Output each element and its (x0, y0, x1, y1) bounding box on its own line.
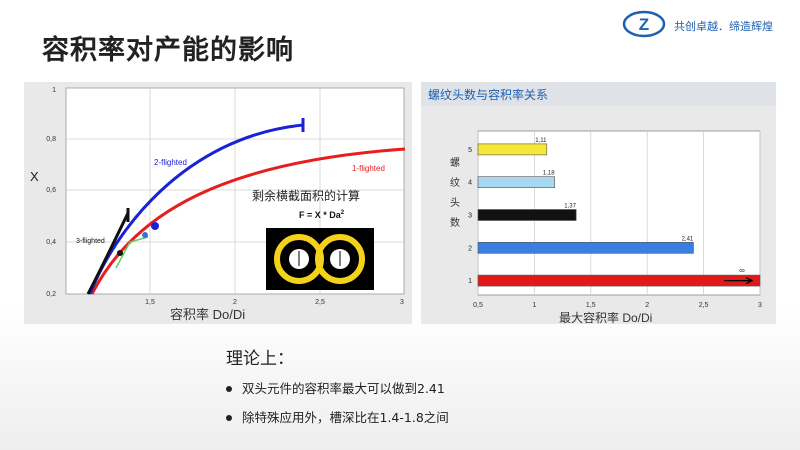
bar (477, 176, 556, 188)
label-2-flighted: 2-flighted (154, 158, 187, 167)
bar-value-label: 1,11 (535, 138, 547, 144)
theory-bullet-text: 除特殊应用外，槽深比在1.4-1.8之间 (242, 410, 449, 425)
bar (477, 274, 761, 287)
x-tick-label: 2,5 (699, 302, 709, 309)
y-tick-label: 1 (52, 87, 56, 94)
bullet-dot (226, 385, 232, 392)
bar-chart-x-axis-label: 最大容积率 Do/Di (559, 310, 652, 324)
slide-title: 容积率对产能的影响 (42, 35, 294, 66)
theory-bullet: 除特殊应用外，槽深比在1.4-1.8之间 (226, 407, 449, 426)
x-axis-label: 容积率 Do/Di (170, 307, 245, 322)
right-chart-title: 螺纹头数与容积率关系 (428, 88, 549, 102)
marker-blue-dot-2 (142, 232, 148, 238)
x-tick-label: 2 (645, 302, 649, 309)
curve-3-flighted (86, 212, 130, 295)
category-label: 5 (468, 147, 472, 154)
x-tick-label: 1 (532, 302, 536, 309)
category-label: 2 (468, 245, 472, 252)
capacity-curve-chart: 0,2 0,4 0,6 0,8 1 1,5 2 2,5 3 X 容积率 Do/D… (30, 87, 406, 322)
bar (477, 242, 694, 254)
company-logo: Z (622, 10, 666, 38)
bar-value-label: 1,18 (543, 171, 555, 177)
bar-chart-grid (477, 131, 761, 295)
theory-bullet-text: 双头元件的容积率最大可以做到2.41 (242, 381, 445, 396)
inset-title: 剩余横截面积的计算 (252, 188, 360, 203)
y-axis-label-char: 纹 (450, 176, 460, 189)
x-tick-label: 3 (400, 299, 404, 306)
formula: F = X * Da2 (299, 210, 345, 220)
bar (477, 209, 577, 221)
x-tick-label: 2 (233, 299, 237, 306)
y-tick-label: 0,6 (46, 187, 56, 194)
bar (477, 143, 548, 156)
category-label: 3 (468, 213, 472, 220)
marker-black-dot (117, 250, 123, 256)
y-axis-label-char: 螺 (450, 157, 460, 169)
bar-chart-bars: 1,11 1,18 1,37 2,41 ∞ (477, 138, 761, 287)
category-label: 4 (468, 180, 472, 187)
infinity-arrow (724, 277, 754, 285)
logo-letter: Z (639, 15, 649, 34)
theory-bullet: 双头元件的容积率最大可以做到2.41 (226, 378, 445, 397)
y-axis-label-char: 头 (450, 197, 460, 209)
curve-green-segment (115, 236, 149, 269)
bullet-dot (226, 414, 232, 421)
curve-1-flighted (90, 147, 406, 295)
right-chart-header (421, 82, 776, 106)
bar-chart-categories: 5 4 3 2 1 (468, 147, 472, 285)
y-tick-label: 0,8 (46, 136, 56, 143)
bar-value-label: 2,41 (682, 236, 694, 242)
bar-value-label: 1,37 (564, 204, 576, 210)
category-label: 1 (468, 278, 472, 285)
x-tick-label: 2,5 (315, 299, 325, 306)
y-axis-label: X (30, 169, 39, 184)
cross-section-illustration (266, 228, 374, 290)
bar-chart-y-axis-label: 螺纹头数 (450, 157, 460, 229)
x-tick-label: 1,5 (145, 299, 155, 306)
y-tick-label: 0,4 (46, 239, 56, 246)
bar-chart-x-ticks: 0,5 1 1,5 2 2,5 3 (473, 302, 762, 309)
x-tick-label: 1,5 (586, 302, 596, 309)
flights-vs-ratio-bar-chart: 0,5 1 1,5 2 2,5 3 1,11 1,18 1,37 2,41 ∞ 5 4 3 2 1 螺纹头… (450, 130, 762, 324)
y-axis-label-char: 数 (450, 216, 460, 229)
label-3-flighted: 3-flighted (76, 238, 105, 245)
x-tick-label: 0,5 (473, 302, 483, 309)
marker-blue-dot (151, 222, 159, 230)
label-1-flighted: 1-flighted (352, 164, 385, 173)
bar-value-label: ∞ (739, 266, 745, 275)
y-tick-label: 0,2 (46, 291, 56, 298)
x-tick-label: 3 (758, 302, 762, 309)
company-slogan: 共创卓越．缔造辉煌 (674, 20, 773, 33)
theory-heading: 理论上： (226, 349, 294, 369)
